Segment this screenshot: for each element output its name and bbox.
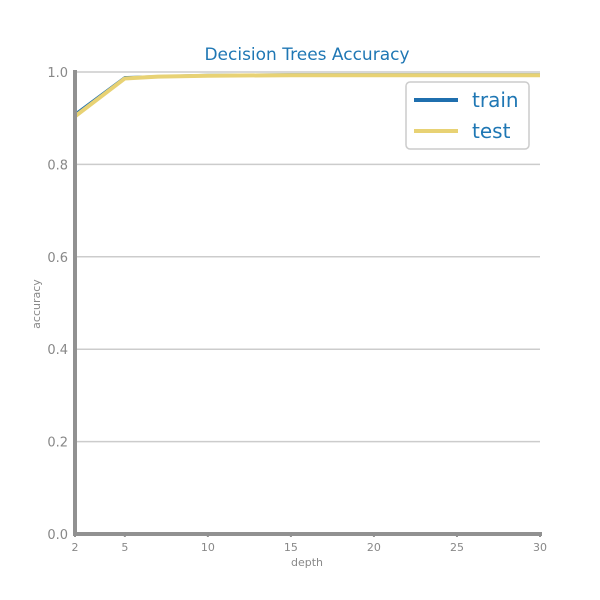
- legend-label-test: test: [472, 119, 511, 143]
- grid-lines: [75, 71, 540, 443]
- x-tick-label: 20: [367, 541, 381, 554]
- y-tick-label: 0.0: [47, 528, 68, 543]
- tick-labels: 0.00.20.40.60.81.02 5 10 15 20 25 30: [47, 66, 547, 554]
- y-tick-label: 0.4: [47, 343, 68, 358]
- chart-title: Decision Trees Accuracy: [204, 45, 409, 65]
- x-tick-label: 30: [533, 541, 547, 554]
- x-tick-label: 15: [284, 541, 298, 554]
- legend-label-train: train: [472, 88, 519, 112]
- x-tick-label: 5: [121, 541, 128, 554]
- y-tick-label: 1.0: [47, 66, 68, 81]
- series-lines: [73, 73, 540, 118]
- x-tick-label: 25: [450, 541, 464, 554]
- x-tick-label: 10: [201, 541, 215, 554]
- y-axis-label: accuracy: [30, 279, 43, 329]
- y-tick-label: 0.6: [47, 251, 68, 266]
- series-line-test: [73, 73, 540, 118]
- x-axis-label: depth: [291, 556, 323, 569]
- x-tick-label: 2: [72, 541, 79, 554]
- legend: train test: [405, 81, 530, 150]
- axes: [73, 70, 542, 537]
- y-tick-label: 0.2: [47, 436, 68, 451]
- y-tick-label: 0.8: [47, 158, 68, 173]
